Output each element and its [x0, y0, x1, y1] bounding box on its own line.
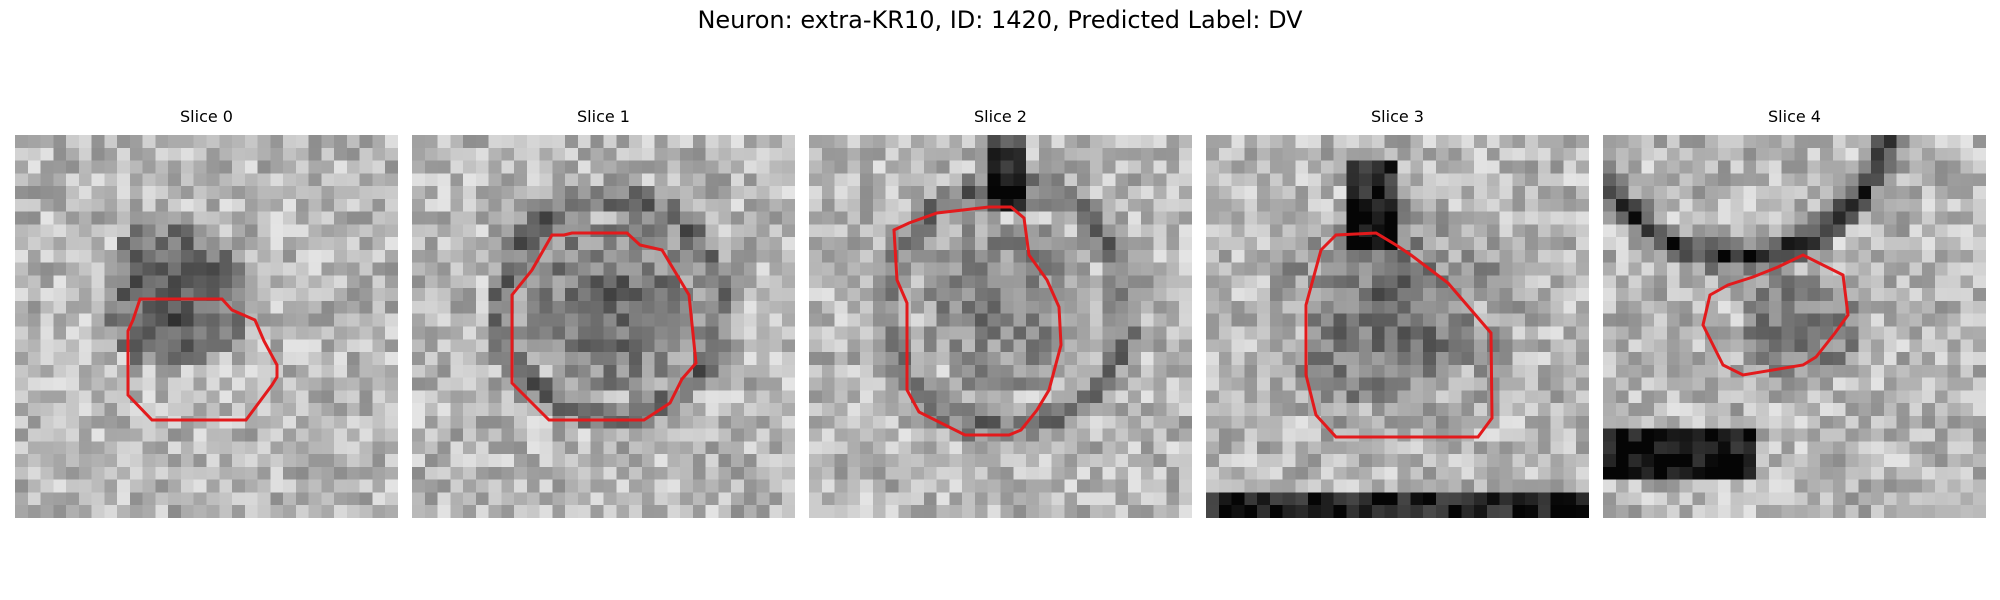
figure-title: Neuron: extra-KR10, ID: 1420, Predicted …	[697, 6, 1303, 34]
slice-image-0	[15, 135, 398, 518]
slice-panel-1: Slice 1	[412, 107, 795, 518]
slice-title-4: Slice 4	[1768, 107, 1821, 126]
roi-outline-3	[1304, 231, 1494, 439]
slice-image-2	[809, 135, 1192, 518]
slice-panel-0: Slice 0	[15, 107, 398, 518]
slice-panel-2: Slice 2	[809, 107, 1192, 518]
roi-outline-1	[510, 231, 698, 422]
slice-panel-3: Slice 3	[1206, 107, 1589, 518]
slice-title-1: Slice 1	[577, 107, 630, 126]
slice-title-3: Slice 3	[1371, 107, 1424, 126]
slice-title-2: Slice 2	[974, 107, 1027, 126]
slice-image-1	[412, 135, 795, 518]
slice-title-0: Slice 0	[180, 107, 233, 126]
roi-outline-2	[892, 205, 1063, 437]
slice-image-3	[1206, 135, 1589, 518]
roi-outline-4	[1701, 253, 1850, 377]
slice-panel-4: Slice 4	[1603, 107, 1986, 518]
slice-image-4	[1603, 135, 1986, 518]
roi-outline-0	[126, 297, 279, 422]
